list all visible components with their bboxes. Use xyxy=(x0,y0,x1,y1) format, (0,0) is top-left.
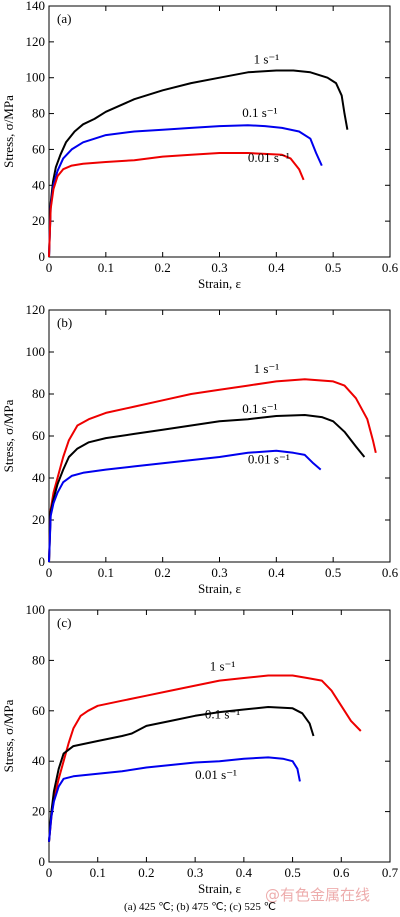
x-tick-label: 0.5 xyxy=(325,565,341,580)
strain-rate-label: 0.01 s⁻¹ xyxy=(248,451,290,466)
y-tick-label: 40 xyxy=(32,470,45,485)
y-tick-label: 40 xyxy=(32,753,45,768)
y-tick-label: 100 xyxy=(26,602,46,617)
panel-label: (c) xyxy=(57,615,71,630)
x-tick-label: 0.2 xyxy=(155,260,171,275)
x-axis-label: Strain, ε xyxy=(198,581,242,596)
y-tick-label: 0 xyxy=(39,249,46,264)
chart-panel-1: 0 0.1 0.2 0.3 0.4 0.5 0.6 0 20 40 60 80 100 120 140 Str… xyxy=(1,0,399,291)
panel-label: (b) xyxy=(57,315,72,330)
series-line-1 xyxy=(48,69,349,258)
y-axis-label: Stress, σ/MPa xyxy=(1,699,16,772)
y-tick-label: 20 xyxy=(32,804,45,819)
y-tick-label: 60 xyxy=(32,428,45,443)
x-tick-label: 0.2 xyxy=(155,565,171,580)
x-tick-label: 0.1 xyxy=(90,865,106,880)
series-line-1 xyxy=(48,674,362,842)
chart-panel-3: 0 0.1 0.2 0.3 0.4 0.5 0.6 0.7 0 20 40 60 80 100 Strain… xyxy=(1,602,399,896)
figure-caption: (a) 425 ℃; (b) 475 ℃; (c) 525 ℃ xyxy=(124,901,276,913)
x-tick-label: 0.6 xyxy=(382,565,399,580)
y-tick-label: 60 xyxy=(32,703,45,718)
panel-label: (a) xyxy=(57,11,71,26)
strain-rate-label: 0.1 s⁻¹ xyxy=(205,706,240,721)
x-tick-label: 0.4 xyxy=(236,865,253,880)
series-line-1 xyxy=(48,378,377,563)
y-tick-label: 100 xyxy=(26,70,46,85)
watermark: @有色金属在线 xyxy=(265,886,371,904)
chart-panel-2: 0 0.1 0.2 0.3 0.4 0.5 0.6 0 20 40 60 80 100 120 Strain… xyxy=(1,302,399,596)
y-axis-label: Stress, σ/MPa xyxy=(1,399,16,472)
x-tick-label: 0.1 xyxy=(98,260,114,275)
y-tick-label: 20 xyxy=(32,512,45,527)
strain-rate-label: 0.1 s⁻¹ xyxy=(242,401,277,416)
x-tick-label: 0.3 xyxy=(211,260,227,275)
y-tick-label: 40 xyxy=(32,177,45,192)
y-tick-label: 80 xyxy=(32,106,45,121)
strain-rate-label: 0.01 s⁻¹ xyxy=(248,150,290,165)
y-tick-label: 80 xyxy=(32,652,45,667)
y-tick-label: 0 xyxy=(39,554,46,569)
series-line-2 xyxy=(48,706,315,842)
x-tick-label: 0.1 xyxy=(98,565,114,580)
x-axis-label: Strain, ε xyxy=(198,276,242,291)
series-line-3 xyxy=(48,152,305,258)
x-tick-label: 0.5 xyxy=(325,260,341,275)
plot-frame xyxy=(48,609,391,863)
plot-frame xyxy=(48,309,391,563)
y-tick-label: 60 xyxy=(32,141,45,156)
y-tick-label: 120 xyxy=(26,34,46,49)
y-tick-label: 120 xyxy=(26,302,46,317)
y-tick-label: 80 xyxy=(32,386,45,401)
strain-rate-label: 0.1 s⁻¹ xyxy=(242,105,277,120)
x-tick-label: 0.7 xyxy=(382,865,399,880)
x-tick-label: 0.5 xyxy=(284,865,300,880)
x-tick-label: 0 xyxy=(46,260,53,275)
x-tick-label: 0.2 xyxy=(138,865,154,880)
x-tick-label: 0.6 xyxy=(333,865,350,880)
x-tick-label: 0.4 xyxy=(268,565,285,580)
y-tick-label: 20 xyxy=(32,213,45,228)
x-tick-label: 0.3 xyxy=(211,565,227,580)
series-line-2 xyxy=(48,414,366,563)
y-tick-label: 100 xyxy=(26,344,46,359)
x-tick-label: 0 xyxy=(46,565,53,580)
strain-rate-label: 1 s⁻¹ xyxy=(254,51,280,66)
strain-rate-label: 0.01 s⁻¹ xyxy=(195,767,237,782)
x-tick-label: 0.3 xyxy=(187,865,203,880)
y-tick-label: 0 xyxy=(39,854,46,869)
series-line-3 xyxy=(48,756,301,842)
x-axis-label: Strain, ε xyxy=(198,881,242,896)
y-tick-label: 140 xyxy=(26,0,46,13)
series-line-3 xyxy=(48,449,322,563)
plot-frame xyxy=(48,5,391,258)
strain-rate-label: 1 s⁻¹ xyxy=(254,361,280,376)
x-tick-label: 0.4 xyxy=(268,260,285,275)
series-line-2 xyxy=(48,124,323,258)
y-axis-label: Stress, σ/MPa xyxy=(1,95,16,168)
x-tick-label: 0.6 xyxy=(382,260,399,275)
strain-rate-label: 1 s⁻¹ xyxy=(210,658,236,673)
x-tick-label: 0 xyxy=(46,865,53,880)
